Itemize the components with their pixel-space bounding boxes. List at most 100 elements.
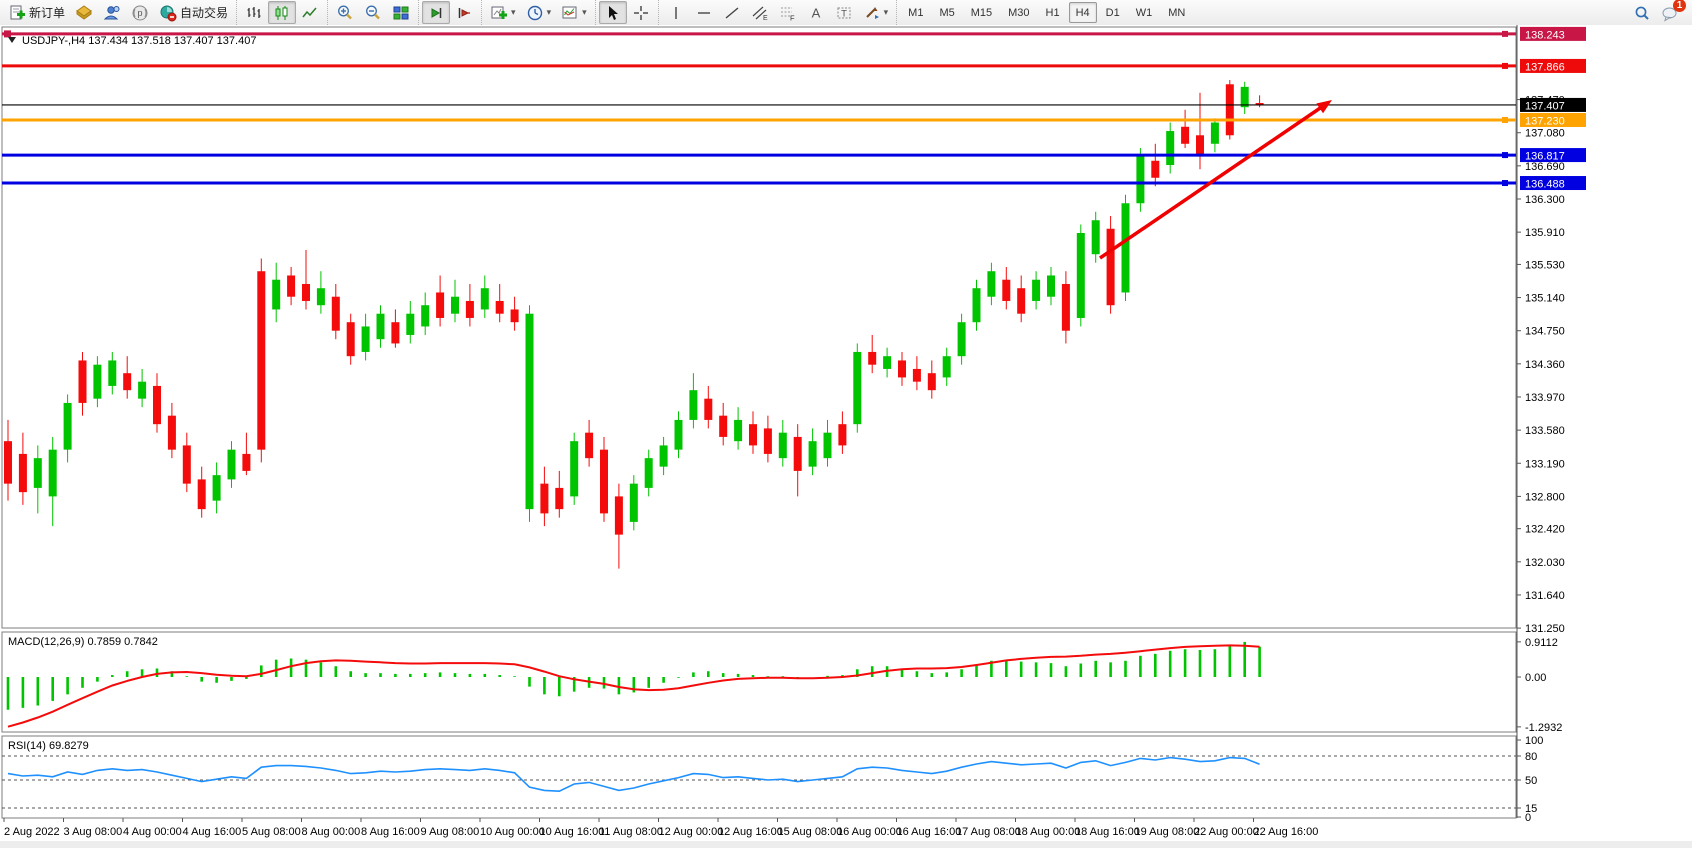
zoom-out-button[interactable] (359, 1, 387, 24)
price-level-badge-text: 136.817 (1525, 151, 1565, 163)
price-tick-label: 136.300 (1525, 194, 1565, 206)
vline-button[interactable] (662, 1, 690, 24)
candle (719, 415, 728, 437)
hline-button[interactable] (690, 1, 718, 24)
timeframe-m15-button[interactable]: M15 (970, 6, 993, 19)
timeframe-m30-button[interactable]: M30 (1008, 6, 1030, 19)
time-axis-label: 17 Aug 08:00 (956, 826, 1021, 838)
candlestick-button[interactable] (268, 1, 297, 24)
hline-handle[interactable] (4, 30, 11, 38)
price-tick-label: 135.910 (1525, 227, 1565, 239)
candle (197, 479, 206, 510)
chart-window[interactable]: 137.470137.080136.690136.300135.910135.5… (0, 25, 1692, 848)
time-axis-label: 9 Aug 08:00 (421, 826, 480, 838)
price-chart-svg[interactable]: 137.470137.080136.690136.300135.910135.5… (0, 25, 1692, 848)
hline-handle[interactable] (1502, 116, 1508, 123)
price-tick-label: 133.970 (1525, 392, 1565, 404)
candle (987, 271, 996, 297)
timeframe-w1-button[interactable]: W1 (1135, 6, 1153, 19)
candle (883, 356, 892, 369)
candle (793, 436, 802, 471)
equidistant-channel-icon: E (751, 4, 769, 22)
new-chart-button[interactable] (70, 1, 98, 24)
hline-handle[interactable] (1502, 30, 1508, 37)
trade-group: 新订单 p 自动交易 (0, 0, 236, 25)
candle (555, 487, 564, 510)
templates-button[interactable]: ▾ (556, 1, 592, 24)
rsi-scale-label: 80 (1525, 751, 1537, 763)
timeframe-h4-button[interactable]: H4 (1068, 2, 1097, 23)
hline-handle[interactable] (1502, 180, 1508, 187)
candle (1002, 279, 1011, 301)
svg-text:T: T (841, 8, 847, 19)
candle (316, 288, 325, 306)
autotrade-icon (159, 4, 177, 22)
price-level-badge-text: 138.243 (1525, 29, 1565, 41)
candle (585, 432, 594, 459)
text-label-button[interactable]: T (830, 1, 858, 24)
dropdown-caret: ▾ (511, 7, 516, 17)
price-scale: 137.470137.080136.690136.300135.910135.5… (1517, 95, 1565, 824)
price-tick-label: 135.530 (1525, 259, 1565, 271)
timeframe-m5-button[interactable]: M5 (939, 6, 955, 19)
horizontal-line-icon (695, 4, 713, 22)
time-axis-label: 18 Aug 16:00 (1075, 826, 1140, 838)
macd-signal-line (7, 644, 1260, 728)
autotrade-button[interactable]: 自动交易 (154, 1, 233, 24)
cursor-button[interactable] (598, 1, 627, 24)
main-pane[interactable] (1, 26, 1517, 629)
timeframe-mn-button[interactable]: MN (1168, 6, 1186, 19)
periods-button[interactable]: ▾ (521, 1, 557, 24)
time-axis-label: 8 Aug 16:00 (361, 826, 420, 838)
candle (957, 322, 966, 357)
symbol-dropdown-icon[interactable] (8, 37, 16, 43)
candle (465, 300, 474, 318)
crosshair-button[interactable] (627, 1, 655, 24)
bar-chart-button[interactable] (240, 1, 268, 24)
candle (4, 441, 12, 484)
candle (525, 313, 534, 510)
price-level-badge-text: 137.407 (1525, 100, 1565, 112)
candle (838, 424, 847, 446)
text-button[interactable]: A (802, 1, 830, 24)
fibonacci-button[interactable]: F (774, 1, 802, 24)
candle (495, 300, 504, 314)
candle (927, 373, 936, 391)
fibonacci-icon: F (779, 4, 797, 22)
hline-handle[interactable] (1502, 62, 1508, 69)
arrows-button[interactable]: ▾ (858, 1, 894, 24)
trend-arrow[interactable] (1099, 100, 1332, 260)
new-order-button[interactable]: 新订单 (3, 1, 70, 24)
candle (287, 275, 296, 297)
time-axis-label: 16 Aug 16:00 (897, 826, 962, 838)
zoom-in-button[interactable] (331, 1, 359, 24)
search-button[interactable] (1628, 1, 1656, 24)
signals-icon: p (131, 4, 149, 22)
candle (674, 419, 683, 450)
tile-windows-icon (392, 4, 410, 22)
auto-scroll-button[interactable] (422, 1, 451, 24)
signals-button[interactable]: p (126, 1, 154, 24)
candle (406, 313, 415, 335)
candle (942, 356, 951, 378)
profile-button[interactable] (98, 1, 126, 24)
candle (1255, 102, 1264, 105)
line-chart-button[interactable] (296, 1, 324, 24)
hline-handle[interactable] (1502, 152, 1508, 159)
trendline-button[interactable] (718, 1, 746, 24)
candle (108, 360, 117, 386)
tile-windows-button[interactable] (387, 1, 415, 24)
macd-pane[interactable] (1, 631, 1517, 733)
chart-shift-button[interactable] (450, 1, 478, 24)
add-indicator-button[interactable]: ▾ (485, 1, 521, 24)
candle (480, 288, 489, 310)
timeframe-h1-button[interactable]: H1 (1045, 6, 1060, 19)
candle (898, 360, 906, 378)
channel-button[interactable]: E (746, 1, 774, 24)
rsi-pane[interactable] (1, 735, 1517, 819)
timeframe-m1-button[interactable]: M1 (908, 6, 924, 19)
timeframe-d1-button[interactable]: D1 (1105, 6, 1120, 19)
notifications-button[interactable]: 1 (1656, 0, 1686, 24)
candle (629, 483, 638, 522)
